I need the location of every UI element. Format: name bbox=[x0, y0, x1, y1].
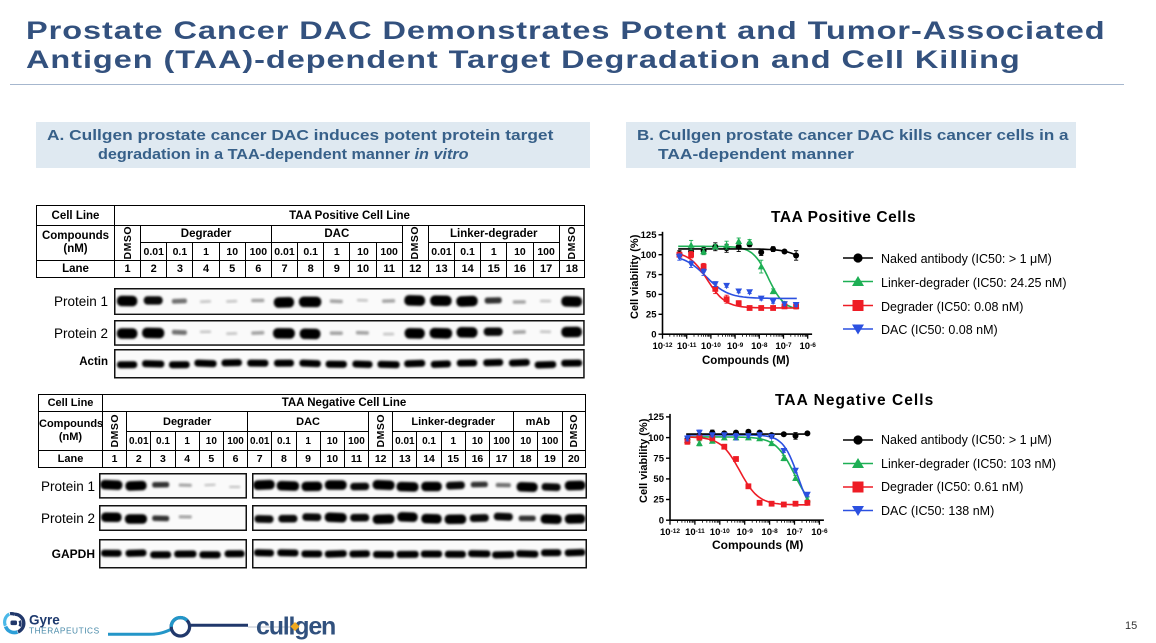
svg-text:0: 0 bbox=[659, 515, 664, 526]
svg-text:10-9: 10-9 bbox=[727, 341, 744, 352]
svg-text:Gyre: Gyre bbox=[29, 613, 60, 628]
svg-text:125: 125 bbox=[641, 230, 658, 241]
svg-text:125: 125 bbox=[648, 412, 665, 423]
svg-text:THERAPEUTICS: THERAPEUTICS bbox=[29, 626, 100, 636]
svg-text:10-8: 10-8 bbox=[751, 341, 768, 352]
svg-text:100: 100 bbox=[641, 250, 657, 261]
svg-text:10-7: 10-7 bbox=[786, 527, 803, 538]
svg-text:10-12: 10-12 bbox=[653, 341, 673, 352]
svg-text:10-11: 10-11 bbox=[677, 341, 697, 352]
svg-text:50: 50 bbox=[653, 474, 664, 485]
svg-text:10-10: 10-10 bbox=[710, 527, 730, 538]
svg-text:75: 75 bbox=[646, 270, 657, 281]
svg-text:10-10: 10-10 bbox=[701, 341, 721, 352]
svg-text:25: 25 bbox=[653, 495, 664, 506]
svg-text:10-8: 10-8 bbox=[761, 527, 778, 538]
svg-text:10-9: 10-9 bbox=[737, 527, 754, 538]
svg-text:25: 25 bbox=[646, 310, 657, 321]
svg-text:10-11: 10-11 bbox=[685, 527, 705, 538]
svg-text:0: 0 bbox=[651, 329, 656, 340]
svg-text:10-12: 10-12 bbox=[660, 527, 680, 538]
svg-text:75: 75 bbox=[653, 453, 664, 464]
svg-text:10-7: 10-7 bbox=[775, 341, 792, 352]
svg-text:50: 50 bbox=[646, 290, 657, 301]
svg-text:10-6: 10-6 bbox=[811, 527, 828, 538]
svg-text:10-6: 10-6 bbox=[800, 341, 817, 352]
svg-text:100: 100 bbox=[648, 433, 664, 444]
